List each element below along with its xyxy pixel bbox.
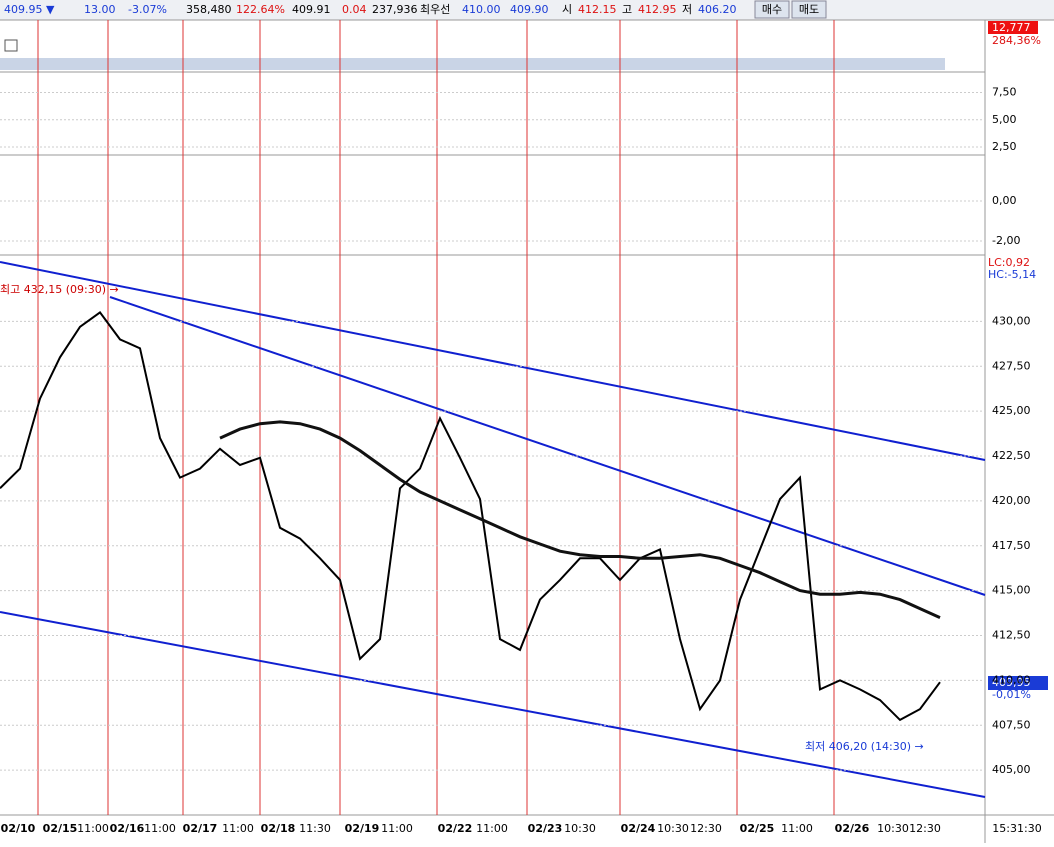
x-tick-label: 02/22 [438, 822, 473, 835]
toolbar-item: 412.95 [638, 3, 677, 16]
toolbar-item: 409.90 [510, 3, 549, 16]
toolbar-item: 시 [562, 3, 572, 16]
toolbar-item: 고 [622, 3, 632, 16]
y-tick-label: 415,00 [992, 584, 1031, 597]
toolbar-item: 406.20 [698, 3, 737, 16]
sell-label: 매도 [799, 3, 819, 16]
x-tick-label: 12:30 [909, 822, 941, 835]
y-tick-label: 422,50 [992, 449, 1031, 462]
toolbar-item: 409.95 ▼ [4, 3, 55, 16]
last-price-box [988, 676, 1048, 690]
toolbar-item: 410.00 [462, 3, 501, 16]
toolbar-item: 409.91 [292, 3, 331, 16]
buy-button[interactable] [754, 0, 790, 19]
trend-lines [0, 261, 986, 798]
lc-label: LC:0,92 [988, 256, 1030, 269]
x-tick-label: 11:00 [222, 822, 254, 835]
y-tick-label: 405,00 [992, 763, 1031, 776]
x-tick-label: 11:00 [144, 822, 176, 835]
x-tick-label: 02/24 [621, 822, 656, 835]
grid-icon[interactable] [4, 39, 18, 52]
toolbar [0, 0, 1054, 20]
x-tick-label: 12:30 [690, 822, 722, 835]
x-tick-label: 02/26 [835, 822, 870, 835]
x-tick-label: 10:30 [877, 822, 909, 835]
panel-borders [0, 19, 1054, 843]
toolbar-item: 358,480 [186, 3, 232, 16]
x-tick-label: 02/19 [345, 822, 380, 835]
buy-label: 매수 [762, 3, 782, 16]
y-tick-label: 2,50 [992, 140, 1017, 153]
x-tick-label: 11:00 [476, 822, 508, 835]
y-tick-label: 407,50 [992, 718, 1031, 731]
volume-ratio: 284,36% [992, 34, 1041, 47]
y-tick-label: 427,50 [992, 359, 1031, 372]
x-tick-label: 02/15 [43, 822, 78, 835]
toolbar-item: 412.15 [578, 3, 617, 16]
last-change: -0,01% [992, 688, 1031, 701]
toolbar-item: 237,936 [372, 3, 418, 16]
x-tick-label: 10:30 [657, 822, 689, 835]
low-note: 최저 406,20 (14:30) → [805, 740, 924, 753]
toolbar-item: 최우선 [420, 3, 450, 16]
toolbar-item: 0.04 [342, 3, 367, 16]
price-line [219, 420, 941, 619]
price-line [0, 311, 941, 722]
volume-last: 12,777 [992, 21, 1031, 34]
clock: 15:31:30 [992, 822, 1041, 835]
y-tick-label: 420,00 [992, 494, 1031, 507]
high-note: 최고 432,15 (09:30) → [0, 283, 119, 296]
volume-box [988, 21, 1038, 34]
x-tick-label: 10:30 [564, 822, 596, 835]
x-tick-label: 11:00 [77, 822, 109, 835]
x-tick-label: 02/16 [110, 822, 145, 835]
y-tick-label: 417,50 [992, 539, 1031, 552]
hc-label: HC:-5,14 [988, 268, 1036, 281]
toolbar-item: -3.07% [128, 3, 167, 16]
x-tick-label: 11:30 [299, 822, 331, 835]
volume-band [0, 58, 945, 70]
y-tick-label: 425,00 [992, 404, 1031, 417]
y-tick-label: 7,50 [992, 86, 1017, 99]
toolbar-item: 저 [682, 3, 692, 16]
x-tick-label: 11:00 [781, 822, 813, 835]
toolbar-item: 122.64% [236, 3, 285, 16]
x-tick-label: 02/10 [1, 822, 36, 835]
y-tick-label: 430,00 [992, 314, 1031, 327]
y-tick-label: 410,00 [992, 673, 1031, 686]
x-tick-label: 02/25 [740, 822, 775, 835]
x-tick-label: 02/17 [183, 822, 218, 835]
sell-button[interactable] [791, 0, 827, 19]
last-price: 409,95 [992, 676, 1031, 689]
day-separators [37, 20, 835, 815]
x-tick-label: 02/18 [261, 822, 296, 835]
y-tick-label: -2,00 [992, 234, 1020, 247]
toolbar-item: 13.00 [84, 3, 116, 16]
y-tick-label: 0,00 [992, 194, 1017, 207]
x-tick-label: 02/23 [528, 822, 563, 835]
x-tick-label: 11:00 [381, 822, 413, 835]
y-tick-label: 412,50 [992, 629, 1031, 642]
y-tick-label: 5,00 [992, 113, 1017, 126]
